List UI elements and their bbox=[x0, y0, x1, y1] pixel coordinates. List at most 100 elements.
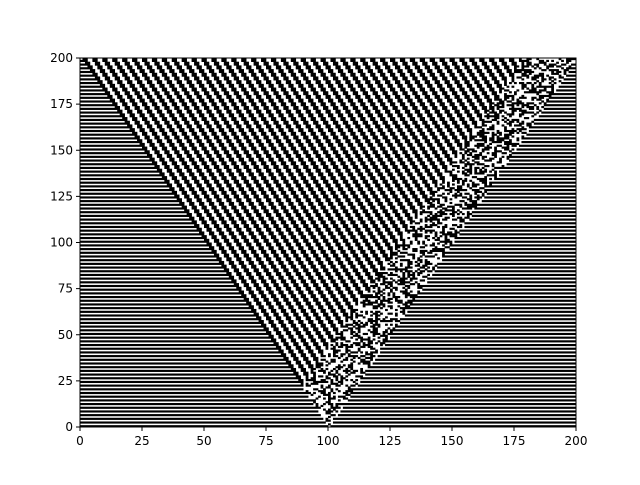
heatmap-cell-run bbox=[482, 200, 577, 202]
heatmap-cell-run bbox=[561, 82, 576, 84]
heatmap-cell-run bbox=[355, 257, 360, 259]
heatmap-cell-run bbox=[457, 182, 460, 184]
heatmap-cell-run bbox=[435, 139, 440, 141]
heatmap-cell-run bbox=[187, 82, 192, 84]
heatmap-cell-run bbox=[378, 246, 383, 248]
heatmap-cell-run bbox=[206, 198, 211, 200]
heatmap-cell-run bbox=[479, 152, 482, 154]
heatmap-cell-run bbox=[507, 113, 515, 115]
heatmap-cell-run bbox=[80, 145, 145, 147]
heatmap-cell-run bbox=[437, 257, 440, 259]
heatmap-cell-run bbox=[311, 311, 316, 313]
heatmap-cell-run bbox=[288, 217, 293, 219]
heatmap-cell-run bbox=[316, 397, 319, 399]
heatmap-cell-run bbox=[244, 224, 249, 226]
heatmap-cell-run bbox=[358, 84, 363, 86]
heatmap-cell-run bbox=[348, 231, 353, 233]
heatmap-cell-run bbox=[512, 110, 517, 112]
heatmap-cell-run bbox=[209, 217, 214, 219]
heatmap-cell-run bbox=[281, 193, 286, 195]
heatmap-cell-run bbox=[365, 200, 370, 202]
heatmap-cell-run bbox=[521, 78, 524, 80]
heatmap-cell-run bbox=[301, 134, 306, 136]
heatmap-cell-run bbox=[427, 207, 430, 209]
heatmap-cell-run bbox=[437, 84, 442, 86]
heatmap-cell-run bbox=[273, 195, 278, 197]
heatmap-cell-run bbox=[350, 235, 355, 237]
heatmap-cell-run bbox=[487, 193, 577, 195]
heatmap-cell-run bbox=[484, 196, 576, 198]
heatmap-cell-run bbox=[504, 128, 507, 130]
heatmap-cell-run bbox=[415, 169, 420, 171]
heatmap-cell-run bbox=[298, 99, 303, 101]
heatmap-cell-run bbox=[383, 195, 388, 197]
heatmap-cell-run bbox=[288, 350, 293, 352]
heatmap-cell-run bbox=[546, 91, 554, 93]
heatmap-cell-run bbox=[447, 100, 452, 102]
heatmap-cell-run bbox=[370, 88, 375, 90]
heatmap-cell-run bbox=[326, 346, 329, 348]
heatmap-cell-run bbox=[273, 150, 278, 152]
heatmap-cell-run bbox=[373, 167, 378, 169]
heatmap-cell-run bbox=[311, 250, 316, 252]
heatmap-cell-run bbox=[80, 266, 227, 268]
heatmap-cell-run bbox=[378, 187, 383, 189]
heatmap-cell-run bbox=[164, 106, 169, 108]
heatmap-cell-run bbox=[340, 338, 345, 340]
heatmap-cell-run bbox=[202, 102, 207, 104]
heatmap-cell-run bbox=[375, 283, 378, 285]
heatmap-cell-run bbox=[375, 198, 380, 200]
heatmap-cell-run bbox=[333, 165, 338, 167]
heatmap-cell-run bbox=[204, 62, 209, 64]
heatmap-cell-run bbox=[343, 211, 348, 213]
heatmap-cell-run bbox=[330, 207, 335, 209]
heatmap-cell-run bbox=[333, 268, 338, 270]
heatmap-cell-run bbox=[231, 102, 236, 104]
heatmap-cell-run bbox=[375, 82, 380, 84]
heatmap-cell-run bbox=[231, 104, 236, 106]
heatmap-cell-run bbox=[135, 78, 140, 80]
heatmap-cell-run bbox=[236, 198, 241, 200]
heatmap-cell-run bbox=[365, 169, 370, 171]
heatmap-cell-run bbox=[338, 290, 343, 292]
heatmap-cell-run bbox=[512, 80, 515, 82]
heatmap-cell-run bbox=[167, 171, 172, 173]
heatmap-cell-run bbox=[291, 178, 296, 180]
heatmap-cell-run bbox=[333, 396, 336, 398]
heatmap-cell-run bbox=[417, 100, 422, 102]
heatmap-cell-run bbox=[194, 76, 199, 78]
heatmap-cell-run bbox=[194, 137, 199, 139]
heatmap-cell-run bbox=[239, 130, 244, 132]
heatmap-cell-run bbox=[373, 137, 378, 139]
heatmap-cell-run bbox=[306, 375, 309, 377]
heatmap-cell-run bbox=[467, 71, 472, 73]
heatmap-cell-run bbox=[328, 276, 333, 278]
heatmap-cell-run bbox=[264, 182, 269, 184]
heatmap-cell-run bbox=[154, 62, 159, 64]
heatmap-cell-run bbox=[261, 279, 266, 281]
heatmap-cell-run bbox=[241, 88, 246, 90]
heatmap-cell-run bbox=[308, 320, 313, 322]
heatmap-cell-run bbox=[140, 128, 145, 130]
heatmap-cell-run bbox=[221, 193, 226, 195]
heatmap-cell-run bbox=[504, 143, 519, 145]
heatmap-cell-run bbox=[125, 91, 130, 93]
heatmap-cell-run bbox=[167, 82, 172, 84]
heatmap-cell-run bbox=[536, 108, 539, 110]
heatmap-cell-run bbox=[360, 222, 365, 224]
heatmap-cell-run bbox=[467, 185, 470, 187]
heatmap-cell-run bbox=[197, 156, 202, 158]
heatmap-cell-run bbox=[335, 287, 340, 289]
heatmap-cell-run bbox=[400, 134, 405, 136]
heatmap-cell-run bbox=[370, 147, 375, 149]
heatmap-cell-run bbox=[318, 159, 323, 161]
heatmap-cell-run bbox=[326, 418, 329, 420]
heatmap-cell-run bbox=[182, 176, 187, 178]
heatmap-cell-run bbox=[539, 95, 552, 97]
heatmap-cell-run bbox=[380, 88, 385, 90]
heatmap-cell-run bbox=[477, 147, 480, 149]
heatmap-cell-run bbox=[358, 217, 363, 219]
heatmap-cell-run bbox=[311, 88, 316, 90]
heatmap-cell-run bbox=[340, 222, 345, 224]
heatmap-cell-run bbox=[278, 158, 283, 160]
